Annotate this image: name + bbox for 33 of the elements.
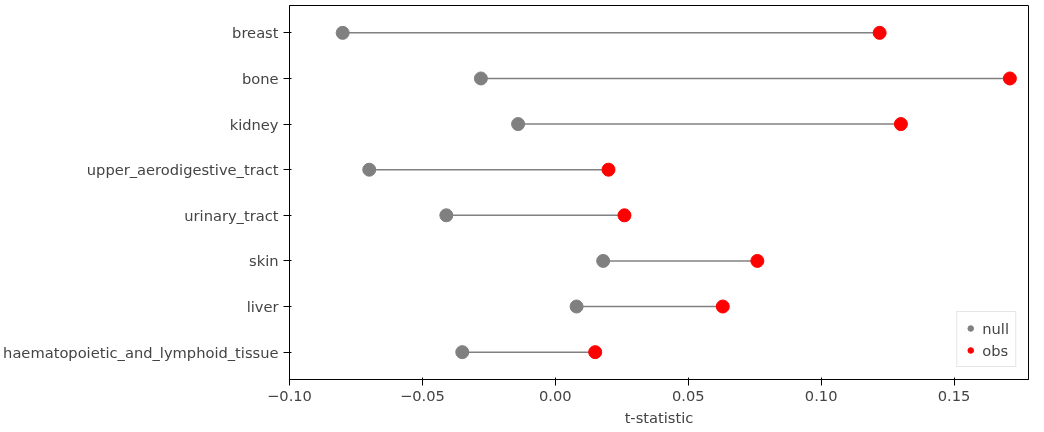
x-tick-label: 0.05 [671,386,705,404]
x-tick-label: 0.15 [937,386,971,404]
y-tick-label: bone [241,69,279,87]
y-tick-label: liver [246,298,280,316]
x-tick-label: −0.10 [267,386,312,404]
y-tick-label: urinary_tract [184,206,279,224]
y-tick-label: kidney [229,115,279,133]
y-tick-label: upper_aerodigestive_tract [86,161,279,179]
point [617,208,632,223]
y-tick-label: haematopoietic_and_lymphoid_tissue [3,343,279,361]
point [1002,71,1017,86]
y-tick-label: breast [232,24,279,42]
legend-label: null [982,319,1009,337]
x-tick-label: 0.00 [539,386,572,404]
x-tick-label: −0.05 [399,386,445,404]
point [601,162,616,177]
point [588,345,603,360]
point [511,117,526,132]
point [596,253,611,268]
point [362,162,377,177]
point [750,253,765,268]
point [439,208,454,223]
point [872,25,887,40]
point [569,299,584,314]
point [335,25,350,40]
point [715,299,730,314]
legend-label: obs [982,341,1009,359]
point [473,71,488,86]
point [893,117,908,132]
point [455,345,470,360]
x-axis-title: t-statistic [624,408,694,426]
y-tick-label: skin [249,252,279,270]
x-tick-label: 0.10 [804,386,838,404]
